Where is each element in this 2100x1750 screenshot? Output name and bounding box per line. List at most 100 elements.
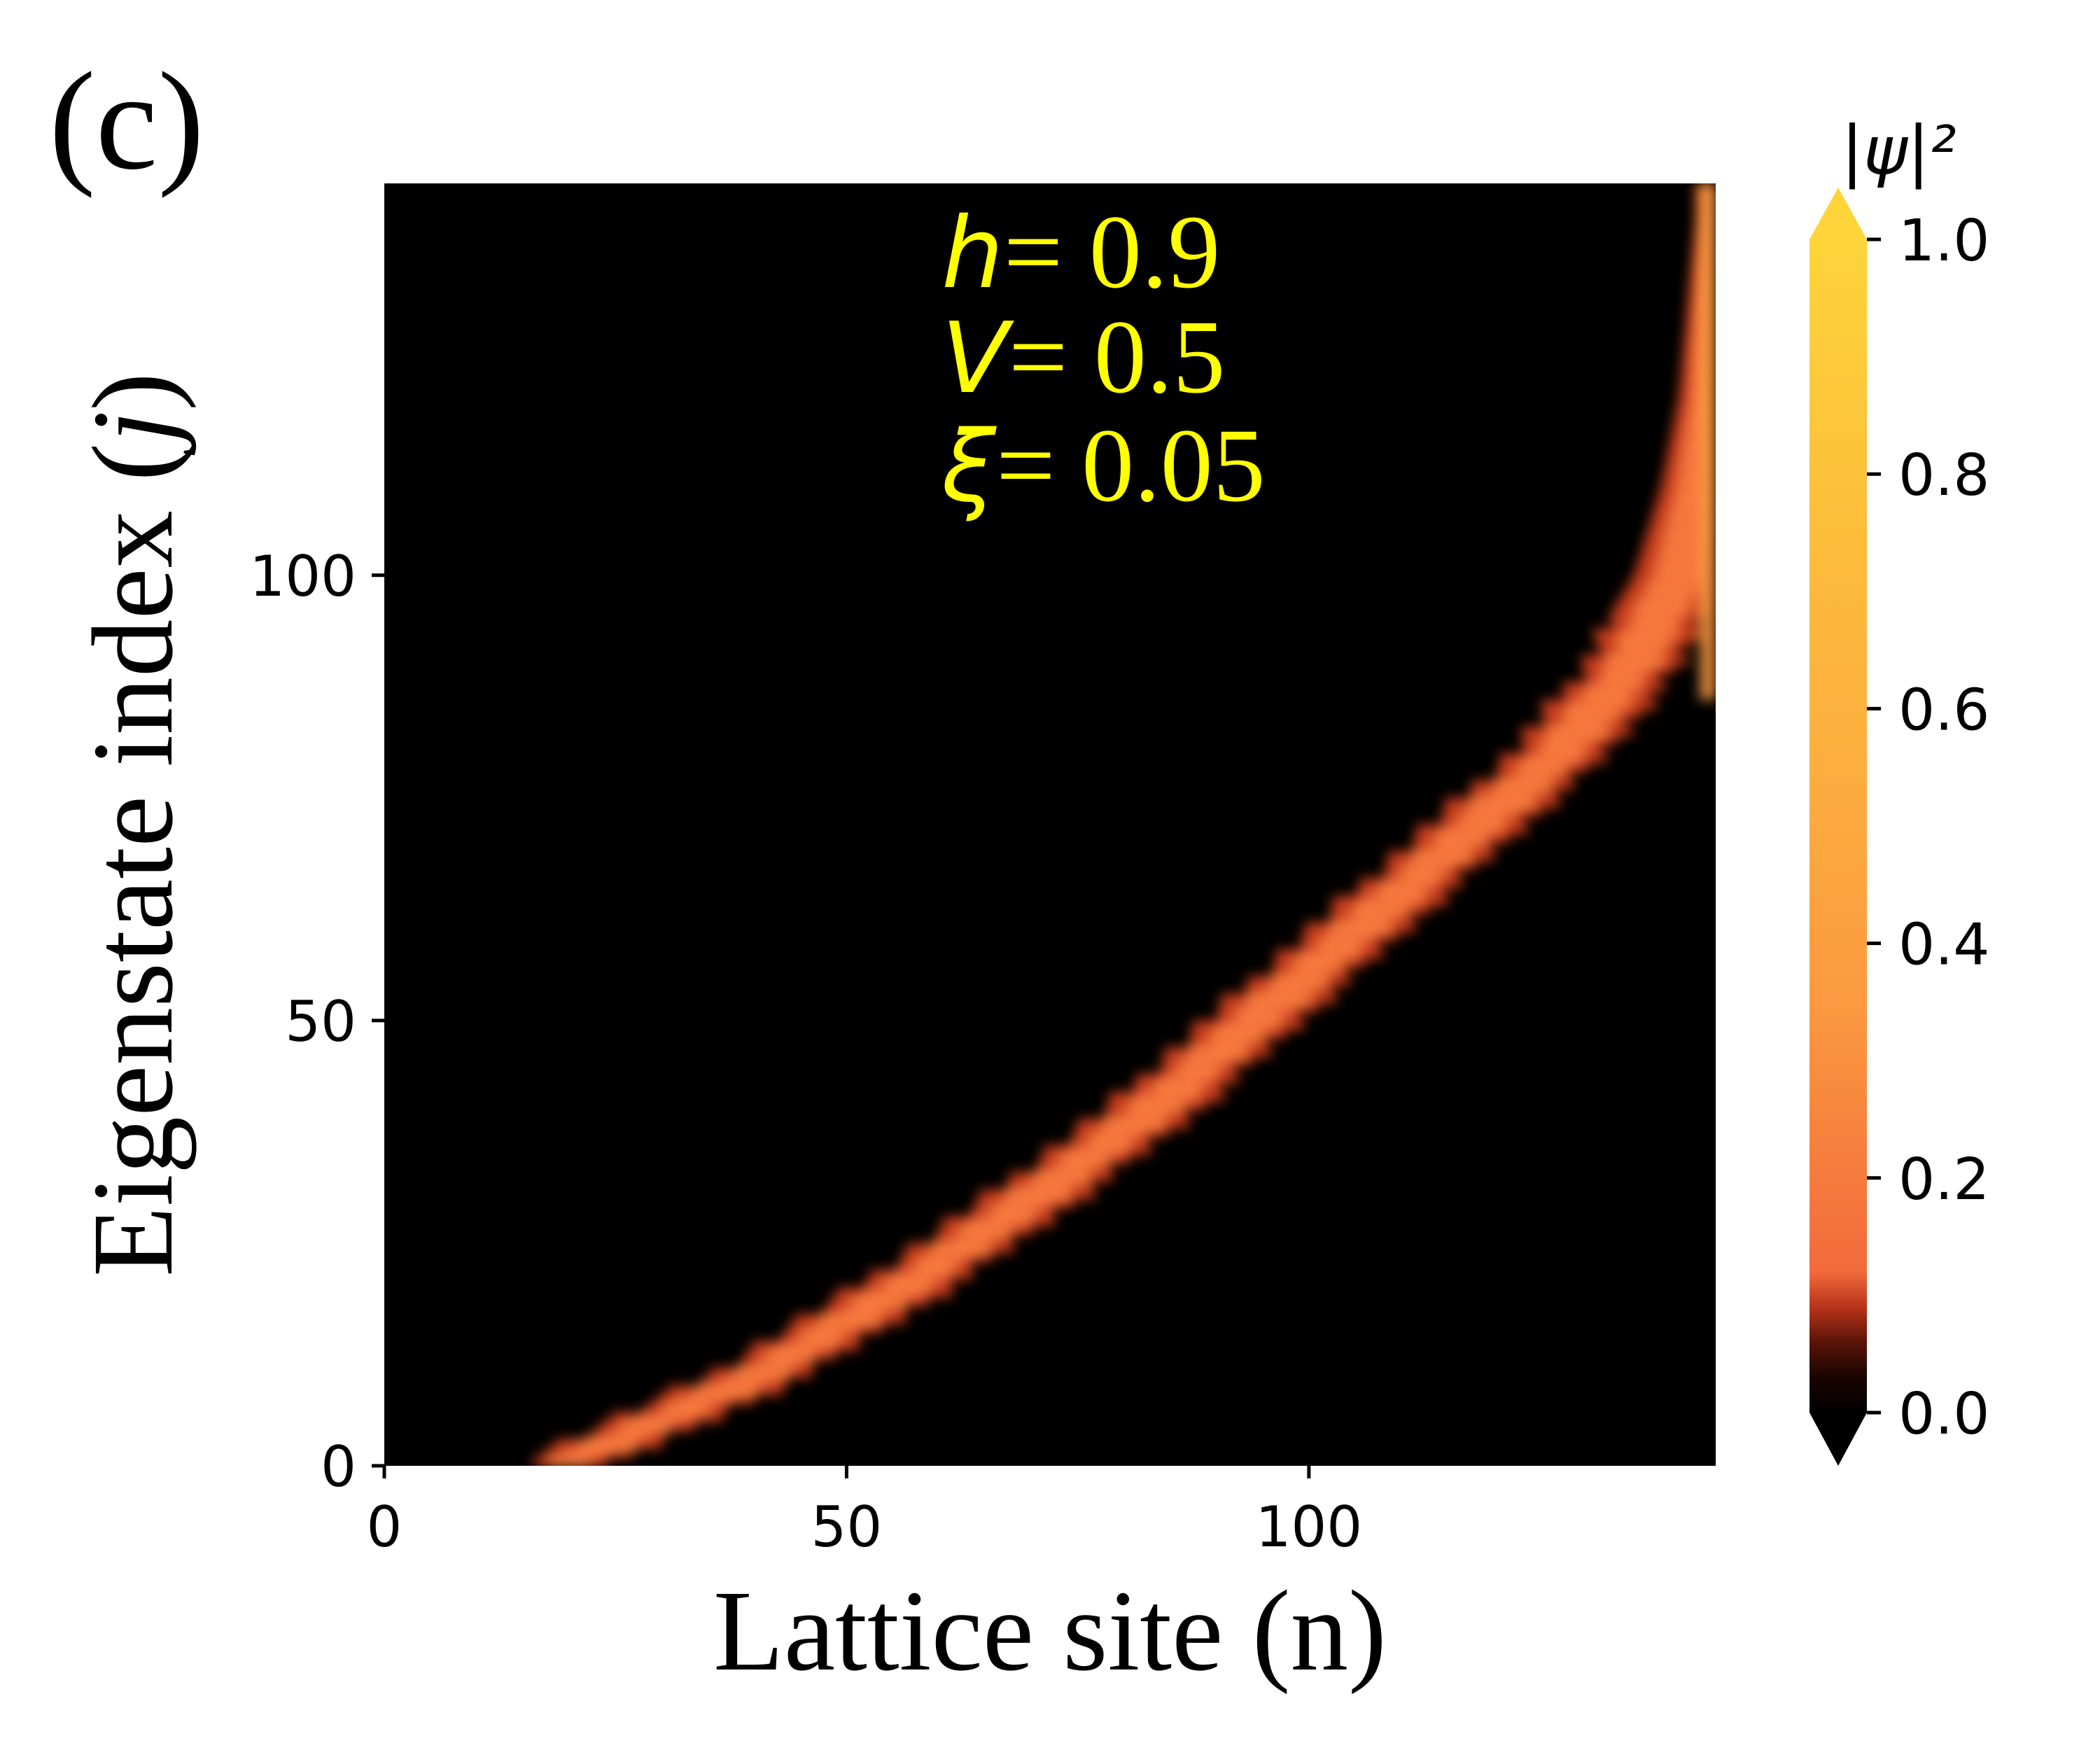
band-row-core	[842, 1306, 888, 1315]
band-row-core	[1564, 708, 1619, 719]
band-row-core	[893, 1270, 950, 1280]
band-row-core	[1265, 985, 1313, 995]
y-axis: 0 50 100	[249, 544, 384, 1499]
colorbar-tick-label: 0.8	[1898, 442, 1989, 509]
band-row-core	[1123, 1110, 1168, 1119]
band-row-core	[1604, 664, 1654, 674]
band-row-core	[1177, 1065, 1218, 1075]
y-axis-label: Eigenstate index (j)	[69, 372, 197, 1277]
annotation-variable: V	[941, 302, 1014, 416]
band-row-core	[862, 1287, 927, 1298]
band-row-core	[1026, 1180, 1073, 1191]
band-row-core	[1524, 753, 1583, 763]
band-row-core	[1642, 593, 1693, 603]
band-row-core	[968, 1216, 1030, 1226]
band-row-core	[1300, 949, 1359, 959]
band-row-core	[930, 1242, 990, 1253]
band-row-core	[1630, 620, 1676, 630]
band-row-core	[1088, 1136, 1131, 1146]
band-row-core	[997, 1198, 1052, 1209]
x-axis-label: Lattice site (n)	[713, 1567, 1387, 1695]
x-tick-label: 100	[1255, 1494, 1362, 1560]
band-row-core	[1430, 842, 1474, 853]
band-row-core	[1646, 584, 1698, 594]
band-row-core	[885, 1278, 932, 1289]
band-row-core	[636, 1412, 698, 1422]
band-row-core	[1324, 931, 1376, 941]
band-row-core	[952, 1234, 995, 1244]
band-row-core	[914, 1261, 955, 1271]
band-row-core	[1033, 1172, 1090, 1182]
band-row-core	[1544, 735, 1596, 746]
colorbar-ticks: 0.0 0.2 0.4 0.6 0.8 1.0	[1867, 208, 1989, 1448]
band-row-core	[1636, 601, 1689, 612]
band-row-core	[1631, 610, 1685, 621]
band-row-core	[1241, 1002, 1296, 1013]
band-row-core	[1441, 825, 1503, 834]
annotation-variable: ξ	[941, 410, 997, 524]
band-row-core	[1489, 789, 1536, 799]
band-row-core	[564, 1448, 614, 1458]
colorbar-extend-max	[1809, 188, 1867, 239]
annotation-value: = 0.5	[1009, 299, 1226, 415]
band-row-core	[923, 1252, 972, 1262]
band-row-core	[799, 1332, 842, 1342]
colorbar-tick-label: 0.4	[1898, 912, 1989, 979]
band-row-core	[621, 1421, 673, 1432]
band-row-core	[1660, 548, 1707, 559]
band-row-core	[1206, 1038, 1250, 1049]
band-row-core	[1460, 816, 1505, 825]
x-tick-label: 0	[367, 1494, 402, 1560]
band-row-core	[1436, 833, 1488, 844]
band-row-core	[1068, 1145, 1127, 1155]
band-row-core	[809, 1323, 862, 1334]
band-row-core	[1665, 531, 1709, 540]
annotation-value: = 0.9	[1004, 194, 1221, 310]
band-row-core	[1289, 967, 1330, 977]
band-row-core	[1359, 895, 1422, 906]
colorbar-tick-label: 0.2	[1898, 1147, 1989, 1213]
band-row-core	[1212, 1029, 1264, 1040]
band-row-core	[1318, 940, 1362, 951]
band-row-core	[1662, 539, 1708, 550]
band-row-core	[1270, 976, 1328, 986]
band-row-core	[1236, 1011, 1281, 1021]
panel-label: (c)	[49, 44, 204, 199]
band-row-core	[1618, 646, 1661, 657]
band-row-core	[1562, 718, 1607, 728]
annotation-variable: h	[941, 197, 1004, 311]
parameter-annotations: h= 0.9V= 0.5ξ= 0.05	[941, 194, 1266, 524]
band-row-core	[1217, 1020, 1279, 1030]
band-row-core	[1412, 851, 1471, 861]
band-row-core	[1294, 958, 1345, 968]
band-row-core	[1158, 1074, 1216, 1084]
band-row-core	[1247, 993, 1311, 1004]
colorbar-extend-min	[1809, 1413, 1867, 1466]
band-row-core	[1135, 1091, 1199, 1102]
band-row-core	[756, 1359, 797, 1369]
band-row-core	[989, 1208, 1035, 1217]
band-row-core	[960, 1225, 1012, 1236]
band-row-core	[1182, 1056, 1233, 1066]
band-row-core	[1601, 673, 1642, 683]
band-row-core	[1129, 1100, 1184, 1111]
band-row-core	[1567, 699, 1631, 710]
band-row-core	[766, 1350, 816, 1360]
band-row-core	[1348, 913, 1393, 923]
x-axis: 0 50 100	[367, 1466, 1362, 1560]
band-row-core	[1471, 797, 1534, 808]
colorbar-tick-label: 0.0	[1898, 1381, 1989, 1448]
band-row-core	[1586, 682, 1642, 692]
band-row-core	[820, 1314, 881, 1324]
band-row-core	[1546, 727, 1608, 736]
band-row-core	[1618, 637, 1670, 648]
band-row-core	[693, 1385, 757, 1396]
y-tick-label: 0	[321, 1434, 356, 1499]
band-row-core	[1494, 780, 1551, 790]
band-row-core	[1377, 887, 1424, 897]
band-row-core	[853, 1296, 907, 1306]
band-row-core	[1060, 1154, 1111, 1164]
colorbar-label: |ψ|²	[1841, 113, 1956, 190]
band-row-core	[1618, 629, 1679, 638]
